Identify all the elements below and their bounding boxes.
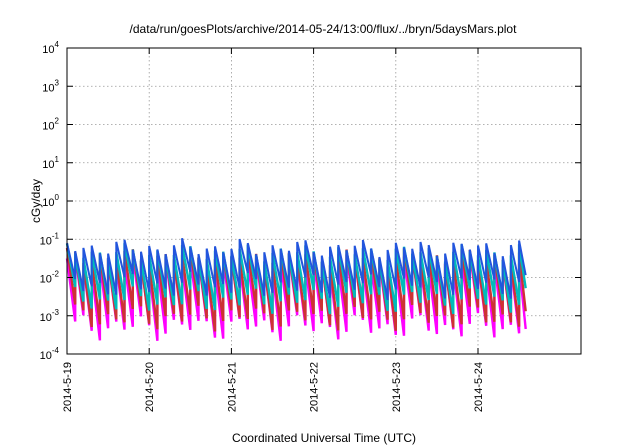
y-tick-exponent: 1: [55, 155, 60, 164]
x-tick-label: 2014-5-20: [144, 362, 156, 412]
y-tick-label: 101: [42, 155, 59, 171]
series-group: [65, 237, 527, 341]
y-tick-label: 10-1: [40, 231, 60, 247]
y-tick-exponent: 3: [55, 78, 60, 87]
x-tick-label: 2014-5-24: [473, 362, 485, 412]
y-tick-exponent: 2: [55, 117, 60, 126]
y-tick-base: 10: [42, 197, 54, 209]
y-tick-base: 10: [40, 235, 52, 247]
y-tick-label: 10-3: [40, 308, 60, 324]
y-tick-base: 10: [42, 44, 54, 56]
y-tick-label: 104: [42, 40, 59, 56]
y-tick-base: 10: [42, 159, 54, 171]
x-tick-label: 2014-5-19: [62, 362, 74, 412]
y-tick-label: 10-4: [40, 346, 60, 362]
y-tick-label: 10-2: [40, 270, 60, 286]
y-axis-label: cGy/day: [29, 179, 43, 223]
y-tick-label: 102: [42, 117, 59, 133]
x-tick-label: 2014-5-22: [309, 362, 321, 412]
y-tick-exponent: -2: [52, 270, 60, 279]
x-axis: 2014-5-19 2014-5-20 2014-5-21 2014-5-22 2014…: [62, 48, 485, 412]
y-tick-label: 100: [42, 193, 59, 209]
y-tick-base: 10: [42, 121, 54, 133]
x-tick-label: 2014-5-23: [391, 362, 403, 412]
y-tick-exponent: -3: [52, 308, 60, 317]
y-tick-base: 10: [40, 350, 52, 362]
y-tick-base: 10: [40, 312, 52, 324]
chart-title: /data/run/goesPlots/archive/2014-05-24/1…: [130, 22, 518, 36]
y-tick-base: 10: [40, 274, 52, 286]
y-tick-exponent: 0: [55, 193, 60, 202]
x-axis-label: Coordinated Universal Time (UTC): [232, 431, 416, 445]
y-tick-exponent: -1: [52, 231, 60, 240]
x-tick-label: 2014-5-21: [226, 362, 238, 412]
y-tick-exponent: -4: [52, 346, 60, 355]
y-tick-exponent: 4: [55, 40, 60, 49]
y-tick-label: 103: [42, 78, 59, 94]
series-line: [66, 237, 527, 301]
y-tick-base: 10: [42, 82, 54, 94]
